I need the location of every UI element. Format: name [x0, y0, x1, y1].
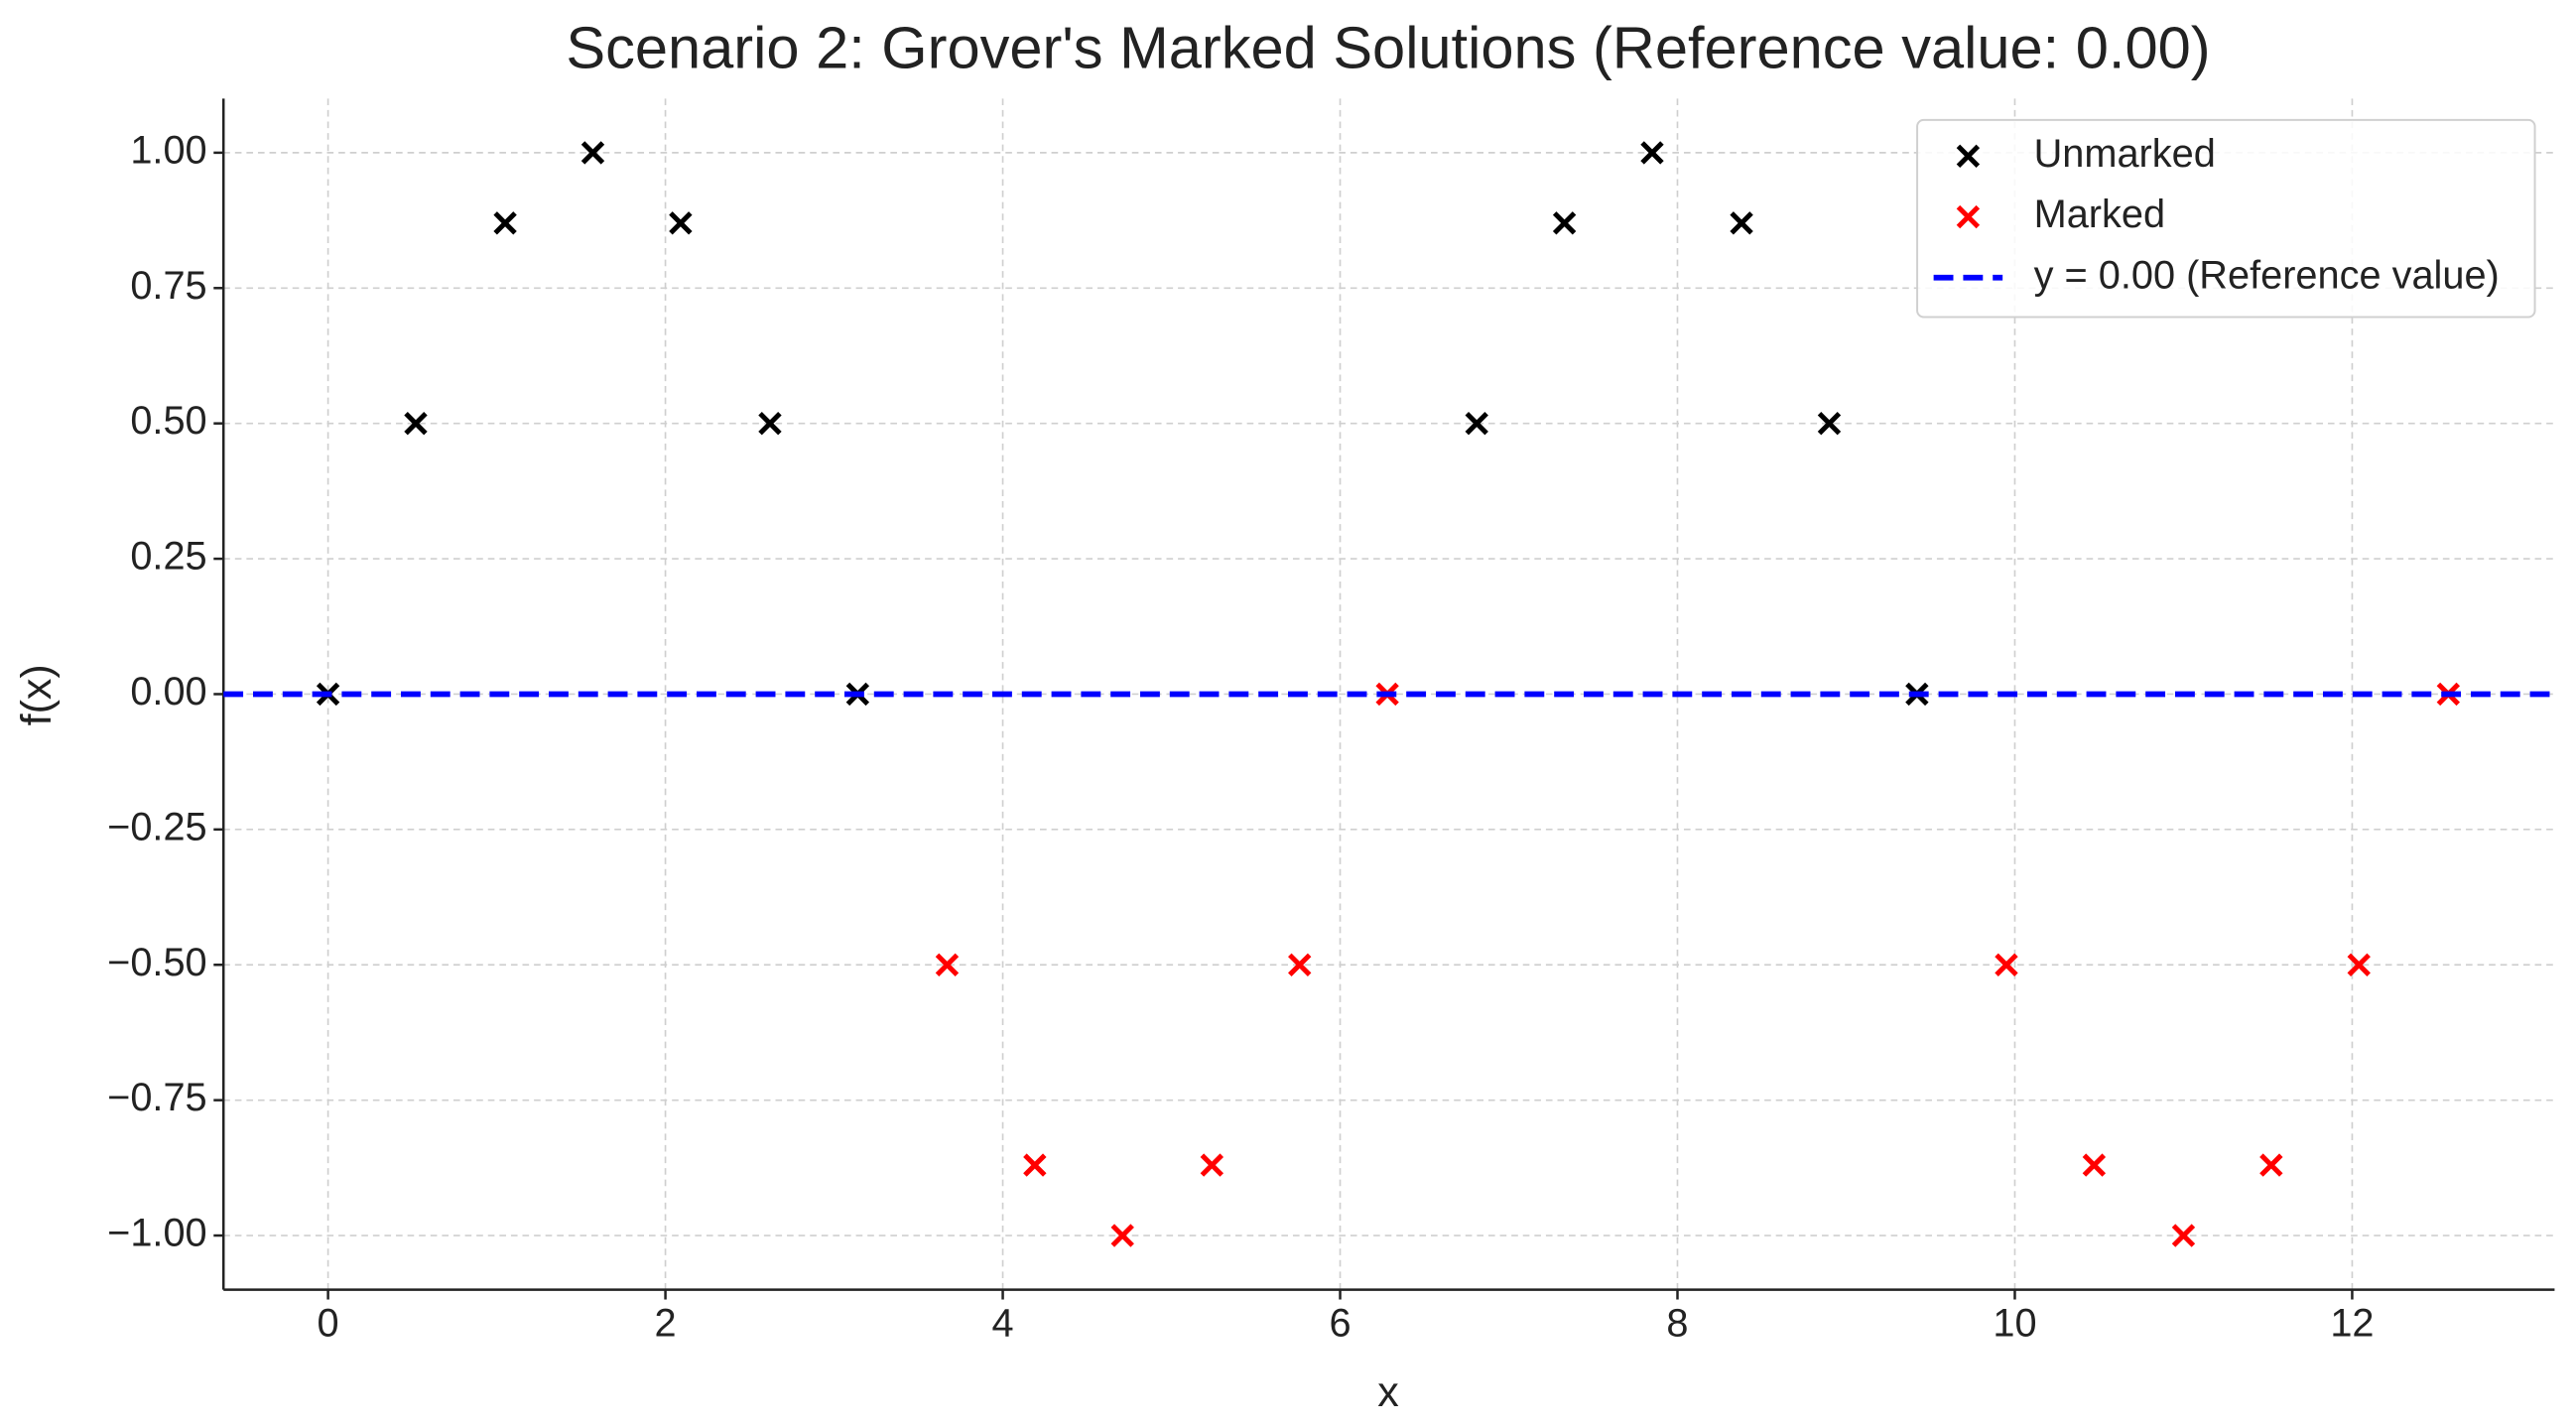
x-tick-label: 10: [1993, 1302, 2036, 1346]
y-tick-label: 0.50: [130, 399, 206, 443]
point: [935, 953, 960, 976]
point: [1640, 141, 1664, 165]
chart-title: Scenario 2: Grover's Marked Solutions (R…: [566, 15, 2210, 81]
y-tick-label: 1.00: [130, 128, 206, 172]
point: [669, 211, 693, 235]
y-axis-label: f(x): [13, 664, 61, 725]
y-tick-label: 0.25: [130, 535, 206, 579]
point: [1200, 1153, 1224, 1177]
point: [1110, 1224, 1134, 1247]
point: [1730, 211, 1753, 235]
point: [2082, 1153, 2107, 1177]
point: [2259, 1153, 2283, 1177]
x-tick-label: 2: [655, 1302, 677, 1346]
point: [2171, 1224, 2196, 1247]
y-tick-label: −0.50: [107, 941, 207, 984]
point: [1817, 411, 1842, 436]
x-tick-label: 8: [1666, 1302, 1688, 1346]
point: [580, 141, 605, 165]
point: [1552, 211, 1577, 235]
point: [1995, 953, 2018, 976]
point: [1023, 1153, 1047, 1177]
x-tick-label: 0: [318, 1302, 339, 1346]
y-tick-label: −1.00: [107, 1212, 207, 1255]
grid: 0 2 4 6 8 10 12 1.00 0.75 0.50 0.25 0.00 −0.25 −0.50 −…: [107, 98, 2555, 1346]
x-axis-label: x: [1377, 1368, 1399, 1416]
legend-box: [1916, 118, 2536, 319]
legend-marker: [1956, 204, 1981, 229]
legend: Unmarked Marked y = 0.00 (Reference value): [1916, 118, 2536, 319]
x-tick-label: 6: [1329, 1302, 1351, 1346]
y-tick-label: −0.25: [107, 805, 207, 848]
point: [493, 211, 517, 235]
plot-area: [223, 141, 2555, 1247]
legend-marker: [1956, 144, 1981, 168]
y-tick-label: −0.75: [107, 1076, 207, 1119]
x-tick-label: 4: [992, 1302, 1014, 1346]
legend-label: Marked: [2034, 193, 2165, 236]
legend-label: y = 0.00 (Reference value): [2034, 253, 2500, 297]
x-tick-label: 12: [2330, 1302, 2374, 1346]
point: [1465, 411, 1488, 436]
point: [404, 411, 428, 436]
y-tick-label: 0.75: [130, 264, 206, 308]
legend-label: Unmarked: [2034, 132, 2216, 176]
point: [2347, 953, 2371, 976]
y-tick-label: 0.00: [130, 670, 206, 714]
point: [1288, 953, 1312, 976]
point: [758, 411, 782, 436]
